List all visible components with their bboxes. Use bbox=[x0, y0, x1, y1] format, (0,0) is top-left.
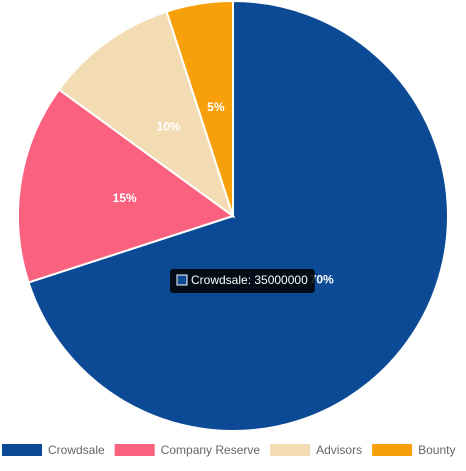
legend-swatch bbox=[2, 444, 42, 456]
pie-slice bbox=[17, 88, 236, 284]
pie-slice bbox=[57, 10, 235, 219]
legend-swatch bbox=[270, 444, 311, 456]
legend-label: Bounty bbox=[418, 443, 455, 457]
slice-label: 10% bbox=[157, 119, 181, 133]
legend-swatch bbox=[372, 444, 413, 456]
legend-label: Crowdsale bbox=[48, 443, 105, 457]
pie-slice bbox=[27, 0, 449, 432]
slice-label: 70% bbox=[310, 273, 334, 287]
tooltip-text: Crowdsale: 35000000 bbox=[191, 273, 308, 287]
tooltip-swatch bbox=[176, 274, 188, 286]
legend-label: Advisors bbox=[316, 443, 362, 457]
tooltip: Crowdsale: 35000000 bbox=[170, 269, 315, 293]
slice-label: 5% bbox=[207, 100, 225, 114]
tooltip-box bbox=[170, 269, 315, 293]
legend-label: Company Reserve bbox=[161, 443, 261, 457]
slice-label: 15% bbox=[113, 191, 137, 205]
legend-swatch bbox=[114, 444, 155, 456]
pie-slice bbox=[165, 0, 234, 217]
